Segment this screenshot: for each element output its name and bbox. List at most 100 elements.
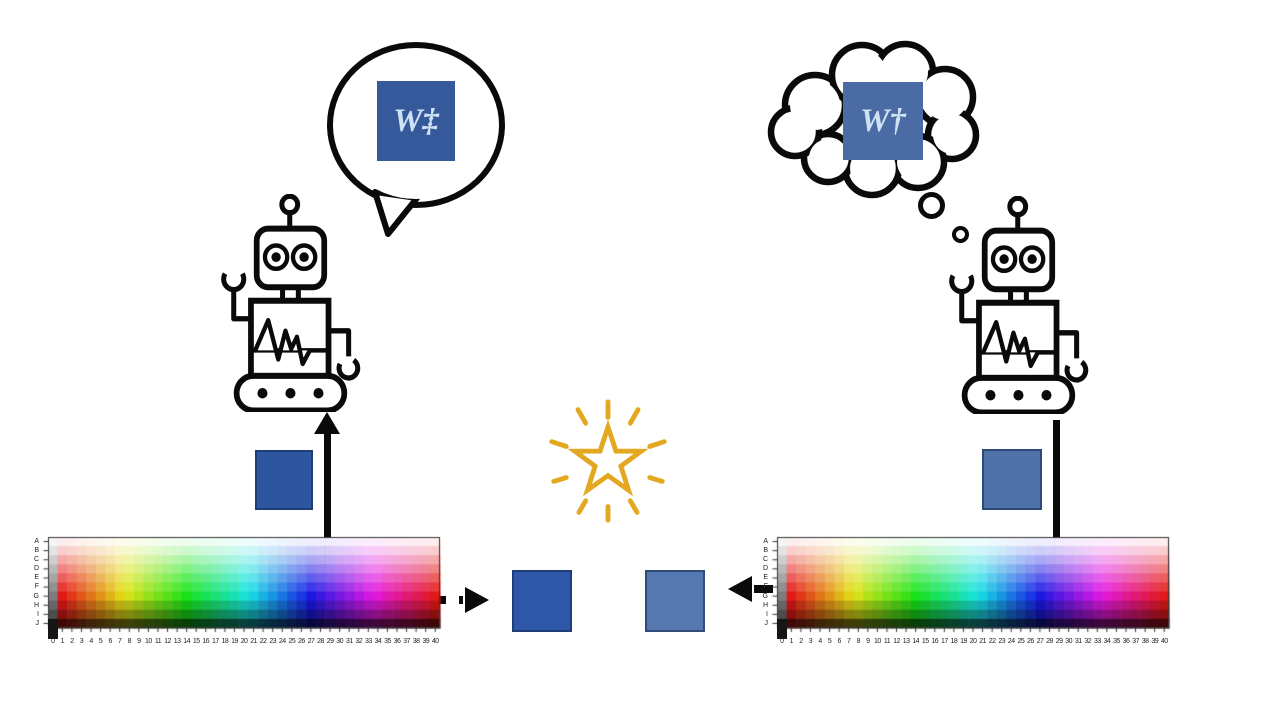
arrow-up-head-left xyxy=(314,412,340,434)
robot-thinking-icon xyxy=(933,196,1091,414)
col-label: 7 xyxy=(847,638,851,645)
row-label: C xyxy=(762,556,768,564)
col-label: 32 xyxy=(1084,638,1092,645)
col-label: 8 xyxy=(127,638,132,645)
row-label: F xyxy=(34,583,39,591)
dashed-arrow-head-right xyxy=(728,576,752,602)
dashed-arrow-head-left xyxy=(465,587,489,613)
col-label: 15 xyxy=(921,638,929,645)
heatmap-corner-swatch xyxy=(777,619,787,639)
col-label: 1 xyxy=(60,638,65,645)
row-label: B xyxy=(763,547,768,555)
col-label: 15 xyxy=(192,638,200,645)
col-label: 39 xyxy=(1151,638,1159,645)
robot-speaking-icon xyxy=(205,194,363,412)
heatmap-col-labels: 0 1 2 3 4 5 6 7 8 9 10 11 12 13 14 15 16 17 18 19 20 21 22 23 24… xyxy=(777,637,1169,647)
col-label: 25 xyxy=(288,638,296,645)
col-label: 34 xyxy=(1103,638,1111,645)
col-label: 20 xyxy=(240,638,248,645)
col-label: 38 xyxy=(412,638,420,645)
col-label: 24 xyxy=(1007,638,1015,645)
output-square-right xyxy=(645,570,705,632)
col-label: 35 xyxy=(384,638,391,645)
row-label: H xyxy=(33,601,39,609)
row-label: A xyxy=(763,538,768,545)
col-label: 34 xyxy=(374,638,382,645)
col-label: 38 xyxy=(1141,638,1149,645)
col-label: 25 xyxy=(1017,638,1025,645)
col-label: 11 xyxy=(154,638,162,645)
sparkle-star-icon xyxy=(549,399,667,523)
col-label: 0 xyxy=(780,638,784,645)
heatmap-grid xyxy=(42,536,442,636)
col-label: 24 xyxy=(278,638,286,645)
row-label: J xyxy=(35,619,40,627)
row-label: F xyxy=(763,583,768,591)
col-label: 31 xyxy=(1074,638,1082,645)
weight-square-spoken: W‡ xyxy=(377,81,455,161)
col-label: 26 xyxy=(298,638,305,645)
col-label: 32 xyxy=(355,638,363,645)
heatmap-grid xyxy=(771,536,1171,636)
col-label: 36 xyxy=(1122,638,1130,645)
col-label: 16 xyxy=(202,638,210,645)
col-label: 19 xyxy=(231,638,238,645)
col-label: 18 xyxy=(950,638,958,645)
col-label: 1 xyxy=(789,638,794,645)
col-label: 35 xyxy=(1113,638,1120,645)
col-label: 5 xyxy=(827,638,832,645)
col-label: 6 xyxy=(108,638,112,645)
col-label: 3 xyxy=(808,638,813,645)
row-label: E xyxy=(763,574,768,582)
row-label: B xyxy=(34,547,39,555)
col-label: 27 xyxy=(307,638,315,645)
col-label: 30 xyxy=(1065,638,1073,645)
row-label: I xyxy=(37,610,39,618)
col-label: 31 xyxy=(345,638,353,645)
col-label: 5 xyxy=(98,638,103,645)
row-label: G xyxy=(33,592,39,600)
col-label: 9 xyxy=(866,638,870,645)
col-label: 12 xyxy=(164,638,171,645)
col-label: 0 xyxy=(51,638,55,645)
row-label: G xyxy=(762,592,768,600)
col-label: 26 xyxy=(1027,638,1034,645)
row-label: D xyxy=(762,565,768,573)
col-label: 13 xyxy=(902,638,910,645)
col-label: 13 xyxy=(173,638,181,645)
col-label: 40 xyxy=(431,638,439,645)
row-label: E xyxy=(34,574,39,582)
thought-trail-circle-small xyxy=(952,226,969,243)
col-label: 23 xyxy=(998,638,1006,645)
col-label: 33 xyxy=(1093,638,1101,645)
col-label: 16 xyxy=(931,638,939,645)
arrow-up-line-left xyxy=(324,424,331,602)
heatmap-corner-swatch xyxy=(48,619,58,639)
row-label: D xyxy=(33,565,39,573)
row-label: J xyxy=(764,619,769,627)
weight-label-left: W‡ xyxy=(393,102,439,139)
col-label: 10 xyxy=(145,638,152,645)
row-label: H xyxy=(762,601,768,609)
col-label: 22 xyxy=(988,638,996,645)
col-label: 19 xyxy=(960,638,967,645)
row-label: A xyxy=(34,538,39,545)
col-label: 8 xyxy=(856,638,861,645)
heatmap-col-labels: 0 1 2 3 4 5 6 7 8 9 10 11 12 13 14 15 16 17 18 19 20 21 22 23 24… xyxy=(48,637,440,647)
arrow-down-line-right xyxy=(1053,420,1060,570)
weight-label-right: W† xyxy=(860,102,906,139)
col-label: 10 xyxy=(874,638,881,645)
col-label: 6 xyxy=(837,638,841,645)
color-sample-square-right xyxy=(982,449,1042,510)
col-label: 37 xyxy=(1132,638,1139,645)
row-label: I xyxy=(766,610,768,618)
col-label: 17 xyxy=(940,638,948,645)
col-label: 11 xyxy=(883,638,891,645)
col-label: 14 xyxy=(912,638,920,645)
col-label: 36 xyxy=(393,638,401,645)
